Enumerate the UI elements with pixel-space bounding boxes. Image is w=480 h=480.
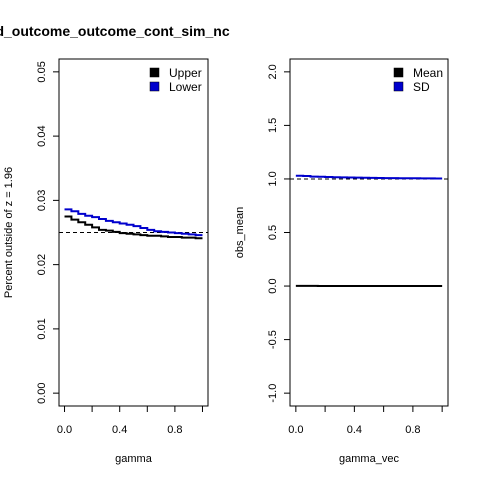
y-tick-label: 0.02 xyxy=(36,254,48,275)
y-tick-label: 0.01 xyxy=(36,318,48,339)
y-tick-label: 0.00 xyxy=(36,382,48,403)
y-tick-label: -0.5 xyxy=(267,330,279,349)
legend-label-upper: Upper xyxy=(169,66,202,80)
x-tick-label: 0.4 xyxy=(347,424,362,436)
x-tick-label: 0.0 xyxy=(57,424,72,436)
y-tick-label: 0.04 xyxy=(36,125,48,146)
figure-title: rd_outcome_outcome_cont_sim_nc xyxy=(0,23,230,39)
legend-label-mean: Mean xyxy=(413,66,443,80)
x-tick-label: 0.8 xyxy=(167,424,182,436)
y-tick-label: 1.0 xyxy=(267,171,279,186)
legend-swatch-lower xyxy=(149,81,160,92)
x-tick-label: 0.4 xyxy=(112,424,127,436)
y-tick-label: 0.03 xyxy=(36,190,48,211)
y-tick-label: 0.5 xyxy=(267,225,279,240)
series-line-lower xyxy=(64,208,203,237)
y-tick-label: 0.05 xyxy=(36,61,48,82)
y-axis-label: obs_mean xyxy=(234,207,246,258)
y-tick-label: 2.0 xyxy=(267,64,279,79)
x-axis-label: gamma_vec xyxy=(339,453,399,465)
x-tick-label: 0.8 xyxy=(405,424,420,436)
y-axis-label: Percent outside of z = 1.96 xyxy=(3,167,15,298)
right-panel: 0.0 0.4 0.8 -1.0 -0.5 0.0 0.5 1.0 1.5 2.0 gamma_ve… xyxy=(234,58,449,465)
y-tick-label: 0.0 xyxy=(267,278,279,293)
legend-label-lower: Lower xyxy=(169,80,202,94)
legend-label-sd: SD xyxy=(413,80,430,94)
x-axis-label: gamma xyxy=(115,453,153,465)
left-panel: 0.0 0.4 0.8 0.00 0.01 0.02 0.03 0.04 0.05 gamma Pe… xyxy=(3,58,209,465)
legend-swatch-sd xyxy=(393,81,404,92)
y-tick-label: -1.0 xyxy=(267,384,279,403)
series-line-sd xyxy=(295,174,443,180)
legend-swatch-upper xyxy=(149,67,160,78)
legend-swatch-mean xyxy=(393,67,404,78)
x-tick-label: 0.0 xyxy=(288,424,303,436)
series-line-upper xyxy=(64,215,203,240)
y-tick-label: 1.5 xyxy=(267,118,279,133)
